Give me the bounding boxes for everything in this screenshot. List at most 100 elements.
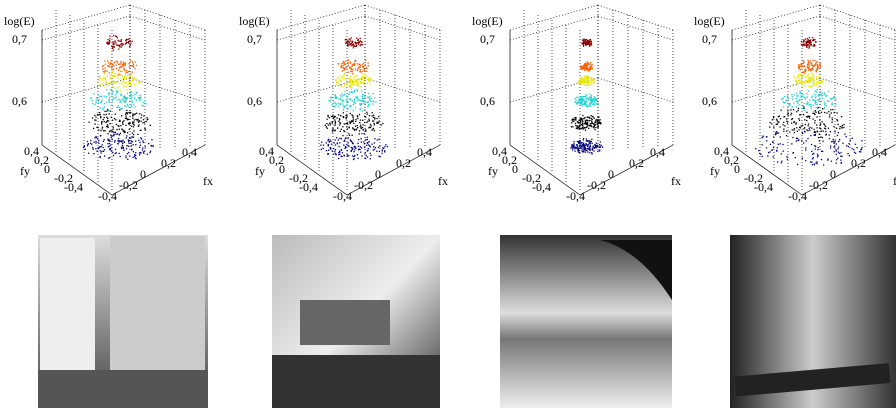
plot-3d: log(E)0,70,6fy0,40,20-0,2-0,4-0,4-0,200,…: [694, 5, 896, 203]
scatter-dot: [591, 152, 592, 153]
scatter-dot: [320, 145, 321, 146]
scatter-dot: [104, 85, 105, 86]
scatter-dot: [139, 97, 140, 98]
scatter-dot: [115, 73, 116, 74]
scatter-dot: [780, 118, 781, 119]
scatter-dot: [114, 98, 115, 99]
scatter-dot: [591, 80, 592, 81]
scatter-dot: [586, 122, 587, 123]
scatter-dot: [811, 79, 812, 80]
scatter-dot: [343, 61, 344, 62]
scatter-dot: [137, 82, 138, 83]
scatter-dot: [822, 141, 823, 142]
scatter-dot: [835, 103, 836, 104]
scatter-dot: [334, 101, 335, 102]
scatter-dot: [134, 68, 135, 69]
scatter-dot: [327, 154, 328, 155]
scatter-dot: [104, 149, 105, 150]
scatter-dot: [585, 148, 586, 149]
scatter-dot: [332, 115, 333, 116]
scatter-dot: [129, 155, 130, 156]
scatter-dot: [347, 123, 348, 124]
scatter-dot: [350, 67, 351, 68]
scatter-dot: [584, 42, 585, 43]
scatter-dot: [351, 66, 352, 67]
grid-line: [365, 5, 440, 30]
scatter-dot: [825, 128, 826, 129]
scatter-dot: [804, 71, 805, 72]
scatter-dot: [131, 106, 132, 107]
scatter-dot: [824, 124, 825, 125]
scatter-dot: [328, 100, 329, 101]
scatter-dot: [818, 66, 819, 67]
scatter-dot: [587, 84, 588, 85]
scatter-dot: [594, 102, 595, 103]
scatter-dot: [800, 83, 801, 84]
scatter-dot: [377, 122, 378, 123]
scatter-dot: [583, 81, 584, 82]
scatter-dot: [370, 158, 371, 159]
scatter-dot: [101, 151, 102, 152]
scatter-dot: [137, 119, 138, 120]
scatter-dot: [355, 148, 356, 149]
scatter-dot: [590, 123, 591, 124]
scatter-dot: [361, 107, 362, 108]
scatter-dot: [334, 151, 335, 152]
scatter-dot: [342, 135, 343, 136]
scatter-dot: [593, 80, 594, 81]
scatter-dot: [322, 148, 323, 149]
scatter-dot: [357, 70, 358, 71]
scatter-dot: [88, 122, 89, 123]
scatter-dot: [349, 91, 350, 92]
scatter-dot: [113, 83, 114, 84]
scatter-dot: [822, 80, 823, 81]
scatter-dot: [810, 161, 811, 162]
scatter-dot: [805, 147, 806, 148]
scatter-dot: [364, 122, 365, 123]
scatter-dot: [329, 117, 330, 118]
scatter-dot: [130, 81, 131, 82]
scatter-dot: [129, 66, 130, 67]
scatter-dot: [365, 152, 366, 153]
scatter-dot: [145, 129, 146, 130]
scatter-dot: [348, 72, 349, 73]
scatter-dot: [361, 133, 362, 134]
scatter-dot: [357, 158, 358, 159]
scatter-dot: [343, 74, 344, 75]
scatter-dot: [370, 78, 371, 79]
scatter-dot: [122, 121, 123, 122]
scatter-dot: [781, 161, 782, 162]
scatter-dot: [344, 64, 345, 65]
scatter-dot: [589, 152, 590, 153]
scatter-dot: [831, 102, 832, 103]
scatter-dot: [576, 128, 577, 129]
z-tick-label: 0,6: [12, 94, 27, 108]
scatter-dot: [590, 43, 591, 44]
scatter-dot: [121, 94, 122, 95]
scatter-dot: [346, 39, 347, 40]
scatter-dot: [825, 126, 826, 127]
scatter-dot: [807, 60, 808, 61]
scatter-dot: [116, 152, 117, 153]
scatter-dot: [326, 123, 327, 124]
scatter-dot: [591, 97, 592, 98]
scatter-dot: [577, 141, 578, 142]
scatter-dot: [123, 65, 124, 66]
scatter-dot: [359, 71, 360, 72]
scatter-dot: [121, 41, 122, 42]
scatter-dot: [344, 123, 345, 124]
scatter-dot: [573, 143, 574, 144]
scatter-dot: [338, 105, 339, 106]
scatter-dot: [820, 63, 821, 64]
scatter-dot: [123, 81, 124, 82]
scatter-dot: [354, 99, 355, 100]
scatter-dot: [800, 64, 801, 65]
scatter-dot: [93, 128, 94, 129]
scatter-dot: [123, 64, 124, 65]
scatter-dot: [822, 97, 823, 98]
scatter-dot: [849, 155, 850, 156]
scatter-dot: [124, 95, 125, 96]
scatter-dot: [140, 145, 141, 146]
scatter-dot: [115, 94, 116, 95]
scatter-dot: [831, 122, 832, 123]
